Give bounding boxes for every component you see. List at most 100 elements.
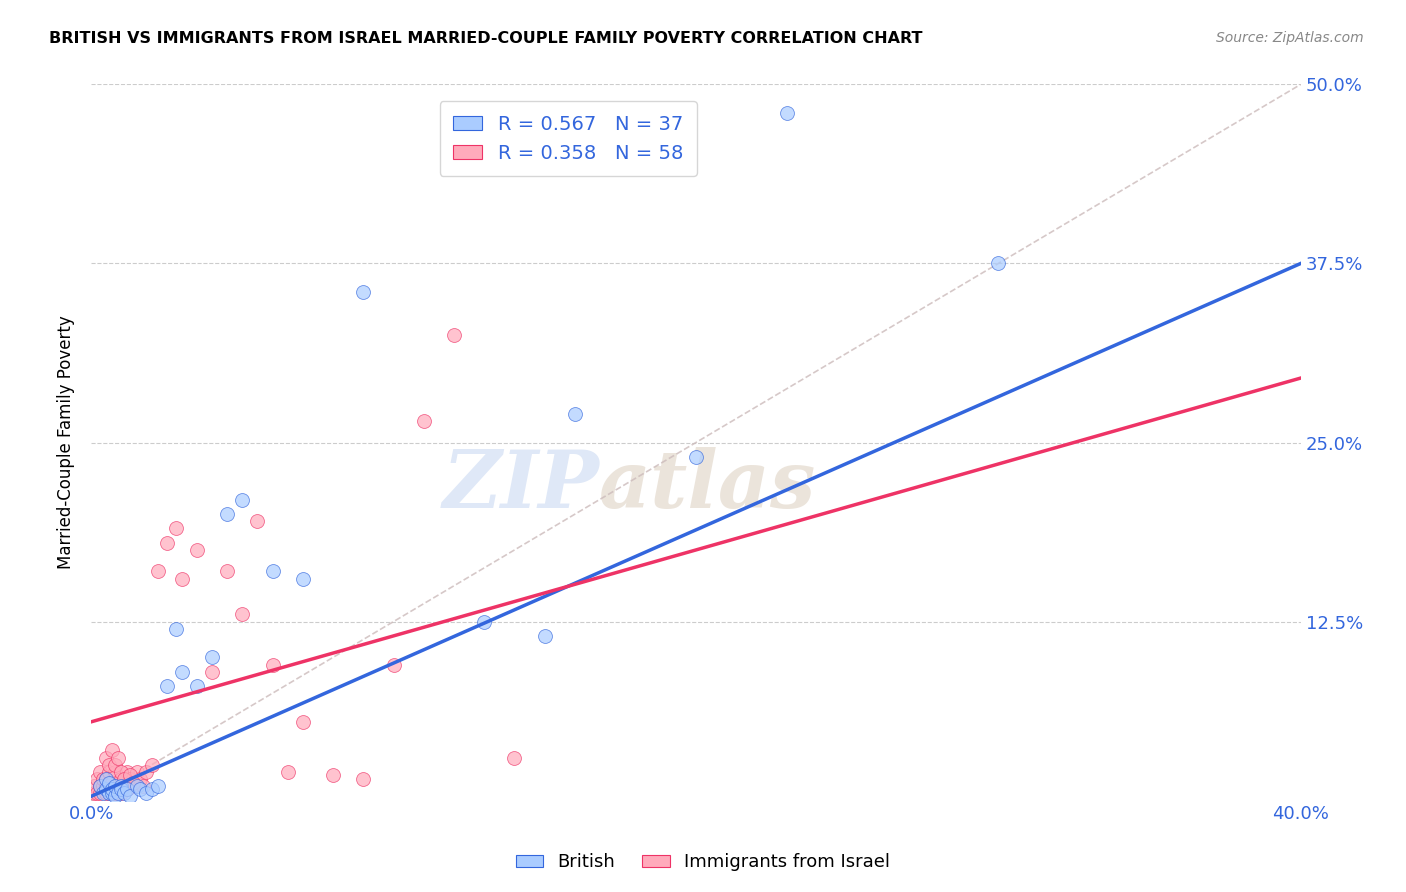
- Point: [352, 285, 374, 300]
- Point: [104, 787, 127, 801]
- Point: [165, 622, 187, 636]
- Point: [131, 779, 153, 793]
- Point: [186, 543, 208, 558]
- Point: [775, 106, 797, 120]
- Point: [262, 657, 284, 672]
- Point: [122, 779, 145, 793]
- Point: [96, 787, 118, 801]
- Point: [262, 565, 284, 579]
- Point: [125, 764, 148, 779]
- Point: [83, 779, 105, 793]
- Point: [89, 764, 111, 779]
- Point: [101, 782, 124, 797]
- Point: [156, 536, 179, 550]
- Point: [443, 328, 465, 343]
- Point: [165, 521, 187, 535]
- Point: [146, 779, 169, 793]
- Point: [277, 764, 299, 779]
- Legend: R = 0.567   N = 37, R = 0.358   N = 58: R = 0.567 N = 37, R = 0.358 N = 58: [440, 102, 697, 177]
- Point: [104, 789, 127, 804]
- Point: [98, 787, 121, 801]
- Point: [101, 787, 124, 801]
- Point: [112, 779, 135, 793]
- Point: [117, 764, 139, 779]
- Point: [146, 565, 169, 579]
- Point: [382, 657, 405, 672]
- Point: [110, 772, 132, 786]
- Point: [170, 572, 193, 586]
- Point: [125, 779, 148, 793]
- Point: [112, 772, 135, 786]
- Point: [231, 492, 253, 507]
- Point: [96, 779, 118, 793]
- Point: [104, 757, 127, 772]
- Point: [98, 776, 121, 790]
- Point: [96, 772, 118, 786]
- Text: ZIP: ZIP: [443, 447, 599, 524]
- Point: [291, 714, 314, 729]
- Point: [503, 750, 526, 764]
- Point: [91, 779, 114, 793]
- Point: [128, 772, 150, 786]
- Point: [101, 776, 124, 790]
- Point: [107, 787, 129, 801]
- Point: [201, 650, 224, 665]
- Y-axis label: Married-Couple Family Poverty: Married-Couple Family Poverty: [58, 316, 75, 569]
- Point: [96, 782, 118, 797]
- Point: [122, 776, 145, 790]
- Point: [217, 565, 239, 579]
- Point: [135, 787, 157, 801]
- Point: [86, 787, 108, 801]
- Point: [117, 782, 139, 797]
- Point: [89, 787, 111, 801]
- Point: [201, 665, 224, 679]
- Text: Source: ZipAtlas.com: Source: ZipAtlas.com: [1216, 31, 1364, 45]
- Point: [96, 772, 118, 786]
- Point: [120, 768, 142, 782]
- Point: [156, 679, 179, 693]
- Point: [291, 572, 314, 586]
- Text: atlas: atlas: [599, 447, 817, 524]
- Point: [352, 772, 374, 786]
- Point: [231, 607, 253, 622]
- Point: [412, 414, 434, 428]
- Point: [170, 665, 193, 679]
- Point: [101, 743, 124, 757]
- Point: [685, 450, 707, 464]
- Point: [98, 757, 121, 772]
- Point: [110, 779, 132, 793]
- Point: [322, 768, 344, 782]
- Point: [91, 787, 114, 801]
- Point: [107, 750, 129, 764]
- Point: [472, 615, 495, 629]
- Point: [135, 764, 157, 779]
- Point: [533, 629, 555, 643]
- Point: [104, 764, 127, 779]
- Point: [141, 782, 163, 797]
- Point: [186, 679, 208, 693]
- Point: [987, 256, 1010, 270]
- Point: [110, 782, 132, 797]
- Point: [120, 789, 142, 804]
- Point: [117, 782, 139, 797]
- Point: [91, 772, 114, 786]
- Point: [101, 782, 124, 797]
- Point: [128, 782, 150, 797]
- Legend: British, Immigrants from Israel: British, Immigrants from Israel: [509, 847, 897, 879]
- Point: [89, 779, 111, 793]
- Point: [246, 514, 269, 528]
- Point: [110, 764, 132, 779]
- Point: [141, 757, 163, 772]
- Point: [564, 407, 586, 421]
- Point: [104, 779, 127, 793]
- Point: [110, 787, 132, 801]
- Point: [107, 779, 129, 793]
- Point: [89, 779, 111, 793]
- Point: [98, 764, 121, 779]
- Point: [112, 787, 135, 801]
- Text: BRITISH VS IMMIGRANTS FROM ISRAEL MARRIED-COUPLE FAMILY POVERTY CORRELATION CHAR: BRITISH VS IMMIGRANTS FROM ISRAEL MARRIE…: [49, 31, 922, 46]
- Point: [83, 787, 105, 801]
- Point: [217, 507, 239, 521]
- Point: [86, 772, 108, 786]
- Point: [98, 787, 121, 801]
